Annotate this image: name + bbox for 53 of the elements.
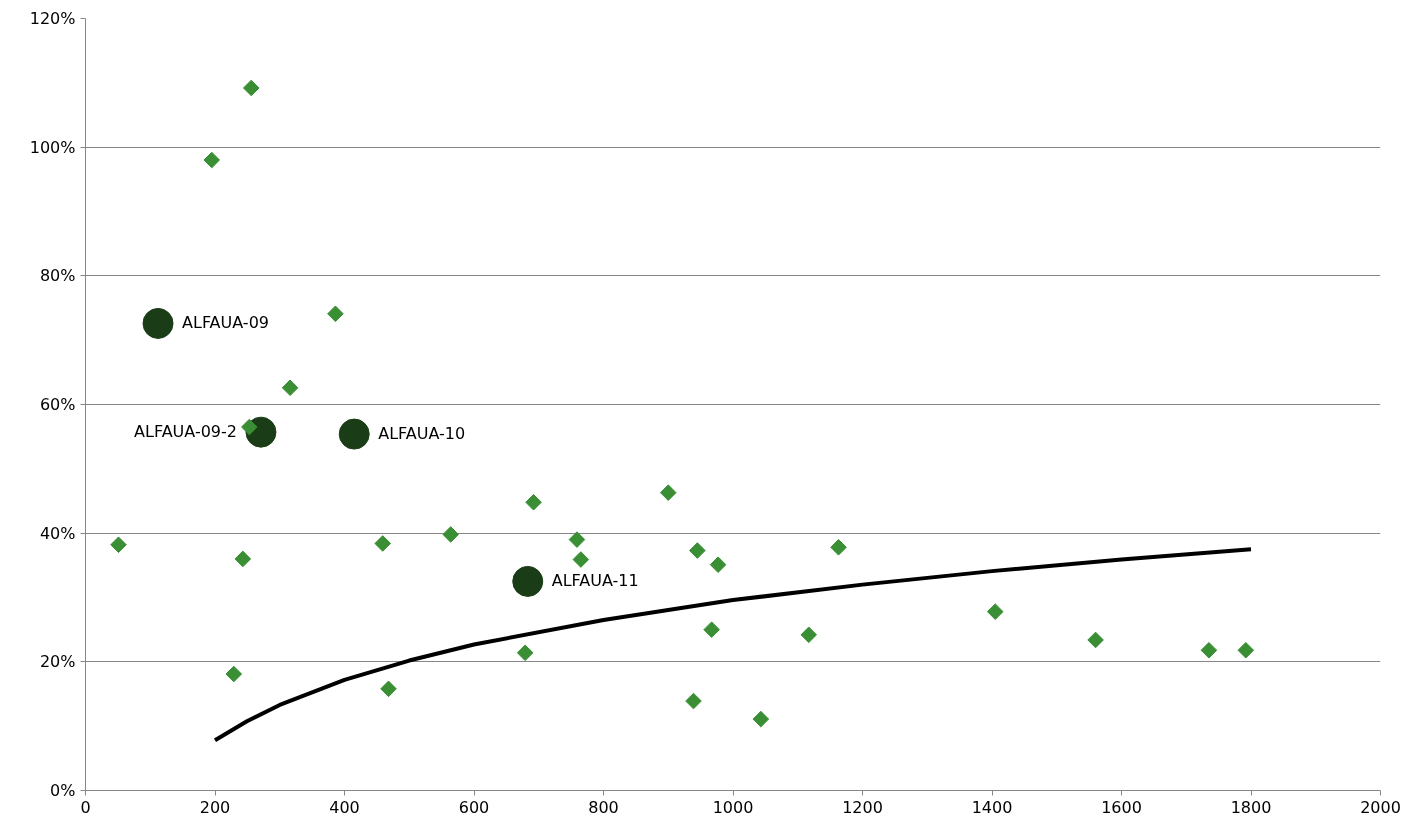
- point: [225, 665, 243, 683]
- point: [568, 531, 586, 548]
- point: [703, 621, 720, 638]
- point: [1237, 641, 1255, 659]
- point: [203, 151, 221, 169]
- point: [338, 418, 370, 450]
- annotation: ALFAUA-09: [182, 313, 269, 333]
- point: [242, 79, 260, 97]
- y-tick-label: 100%: [29, 137, 76, 157]
- point: [281, 379, 299, 397]
- point: [374, 535, 391, 552]
- point: [442, 526, 459, 543]
- point: [659, 484, 677, 501]
- y-tick-label: 120%: [29, 9, 76, 28]
- point: [752, 710, 770, 728]
- point: [380, 680, 397, 698]
- point: [512, 565, 544, 597]
- y-tick-label: 80%: [39, 266, 76, 286]
- point: [234, 550, 252, 568]
- annotation: ALFAUA-10: [378, 424, 466, 444]
- annotation: ALFAUA-11: [551, 571, 639, 591]
- x-tick-label: 1000: [712, 797, 754, 817]
- point: [1087, 631, 1104, 649]
- point: [516, 644, 534, 662]
- point: [800, 626, 818, 644]
- point: [1200, 641, 1218, 659]
- point: [709, 556, 727, 573]
- line-series: [213, 547, 1253, 743]
- y-tick-label: 0%: [50, 781, 76, 800]
- point: [142, 307, 174, 339]
- annotation: ALFAUA-09-2: [134, 422, 237, 442]
- point: [830, 539, 847, 556]
- point: [572, 551, 590, 568]
- point: [986, 603, 1004, 620]
- point: [685, 692, 702, 710]
- x-tick-label: 1200: [842, 797, 883, 817]
- x-tick-label: 800: [588, 797, 619, 817]
- x-tick-label: 600: [458, 797, 490, 817]
- point: [327, 305, 344, 323]
- y-tick-label: 60%: [39, 395, 76, 414]
- y-tick-label: 40%: [39, 523, 76, 543]
- x-tick-label: 1400: [971, 797, 1013, 817]
- x-tick-label: 1800: [1230, 797, 1272, 817]
- point: [241, 418, 258, 436]
- y-tick-label: 20%: [39, 652, 76, 672]
- x-tick-label: 2000: [1360, 797, 1401, 817]
- point: [525, 494, 542, 511]
- x-tick-label: 400: [329, 797, 360, 817]
- x-tick-label: 1600: [1101, 797, 1142, 817]
- x-tick-label: 0: [80, 797, 91, 817]
- point: [689, 542, 706, 559]
- x-tick-label: 200: [199, 797, 231, 817]
- point: [110, 536, 127, 554]
